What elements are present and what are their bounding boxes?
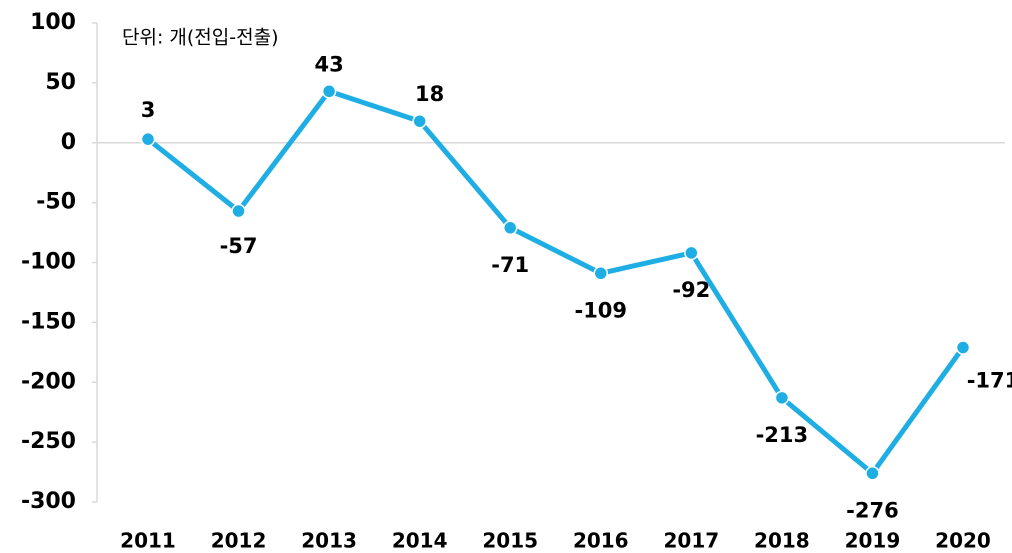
data-label: -92 bbox=[672, 278, 710, 302]
marker bbox=[321, 84, 337, 99]
data-label: -213 bbox=[756, 423, 809, 447]
y-tick-label: -50 bbox=[36, 190, 76, 215]
marker bbox=[865, 466, 880, 481]
data-label: -276 bbox=[846, 498, 899, 522]
x-tick-label: 2019 bbox=[845, 529, 901, 553]
marker bbox=[593, 266, 609, 281]
x-tick-label: 2016 bbox=[573, 529, 629, 553]
x-tick-label: 2018 bbox=[754, 529, 810, 553]
y-tick-label: 50 bbox=[45, 70, 76, 95]
y-tick-label: -250 bbox=[21, 429, 76, 454]
x-tick-label: 2020 bbox=[935, 529, 991, 553]
y-tick-label: -150 bbox=[21, 309, 76, 334]
y-tick-label: -100 bbox=[21, 250, 76, 275]
data-label: 43 bbox=[314, 52, 343, 76]
data-label: -109 bbox=[574, 298, 627, 322]
marker bbox=[231, 203, 246, 219]
marker bbox=[774, 390, 790, 406]
x-tick-label: 2017 bbox=[663, 529, 719, 553]
y-tick-label: -200 bbox=[21, 369, 76, 394]
marker bbox=[140, 131, 156, 147]
marker bbox=[684, 245, 699, 261]
data-label: 3 bbox=[141, 98, 156, 122]
marker bbox=[502, 220, 518, 236]
marker bbox=[955, 340, 971, 355]
x-tick-label: 2012 bbox=[211, 529, 267, 553]
x-tick-label: 2013 bbox=[301, 529, 357, 553]
y-tick-label: 100 bbox=[30, 10, 76, 35]
x-tick-label: 2014 bbox=[392, 529, 448, 553]
data-label: -71 bbox=[491, 253, 529, 277]
y-tick-label: -300 bbox=[21, 489, 76, 514]
data-label: 18 bbox=[415, 82, 444, 106]
data-label: -171 bbox=[967, 369, 1012, 393]
marker bbox=[412, 113, 427, 129]
data-label: -57 bbox=[220, 234, 258, 258]
x-tick-label: 2015 bbox=[482, 529, 538, 553]
x-tick-label: 2011 bbox=[120, 529, 176, 553]
unit-note: 단위: 개(전입-전출) bbox=[122, 27, 278, 49]
line bbox=[146, 88, 966, 476]
y-tick-label: 0 bbox=[61, 130, 76, 155]
